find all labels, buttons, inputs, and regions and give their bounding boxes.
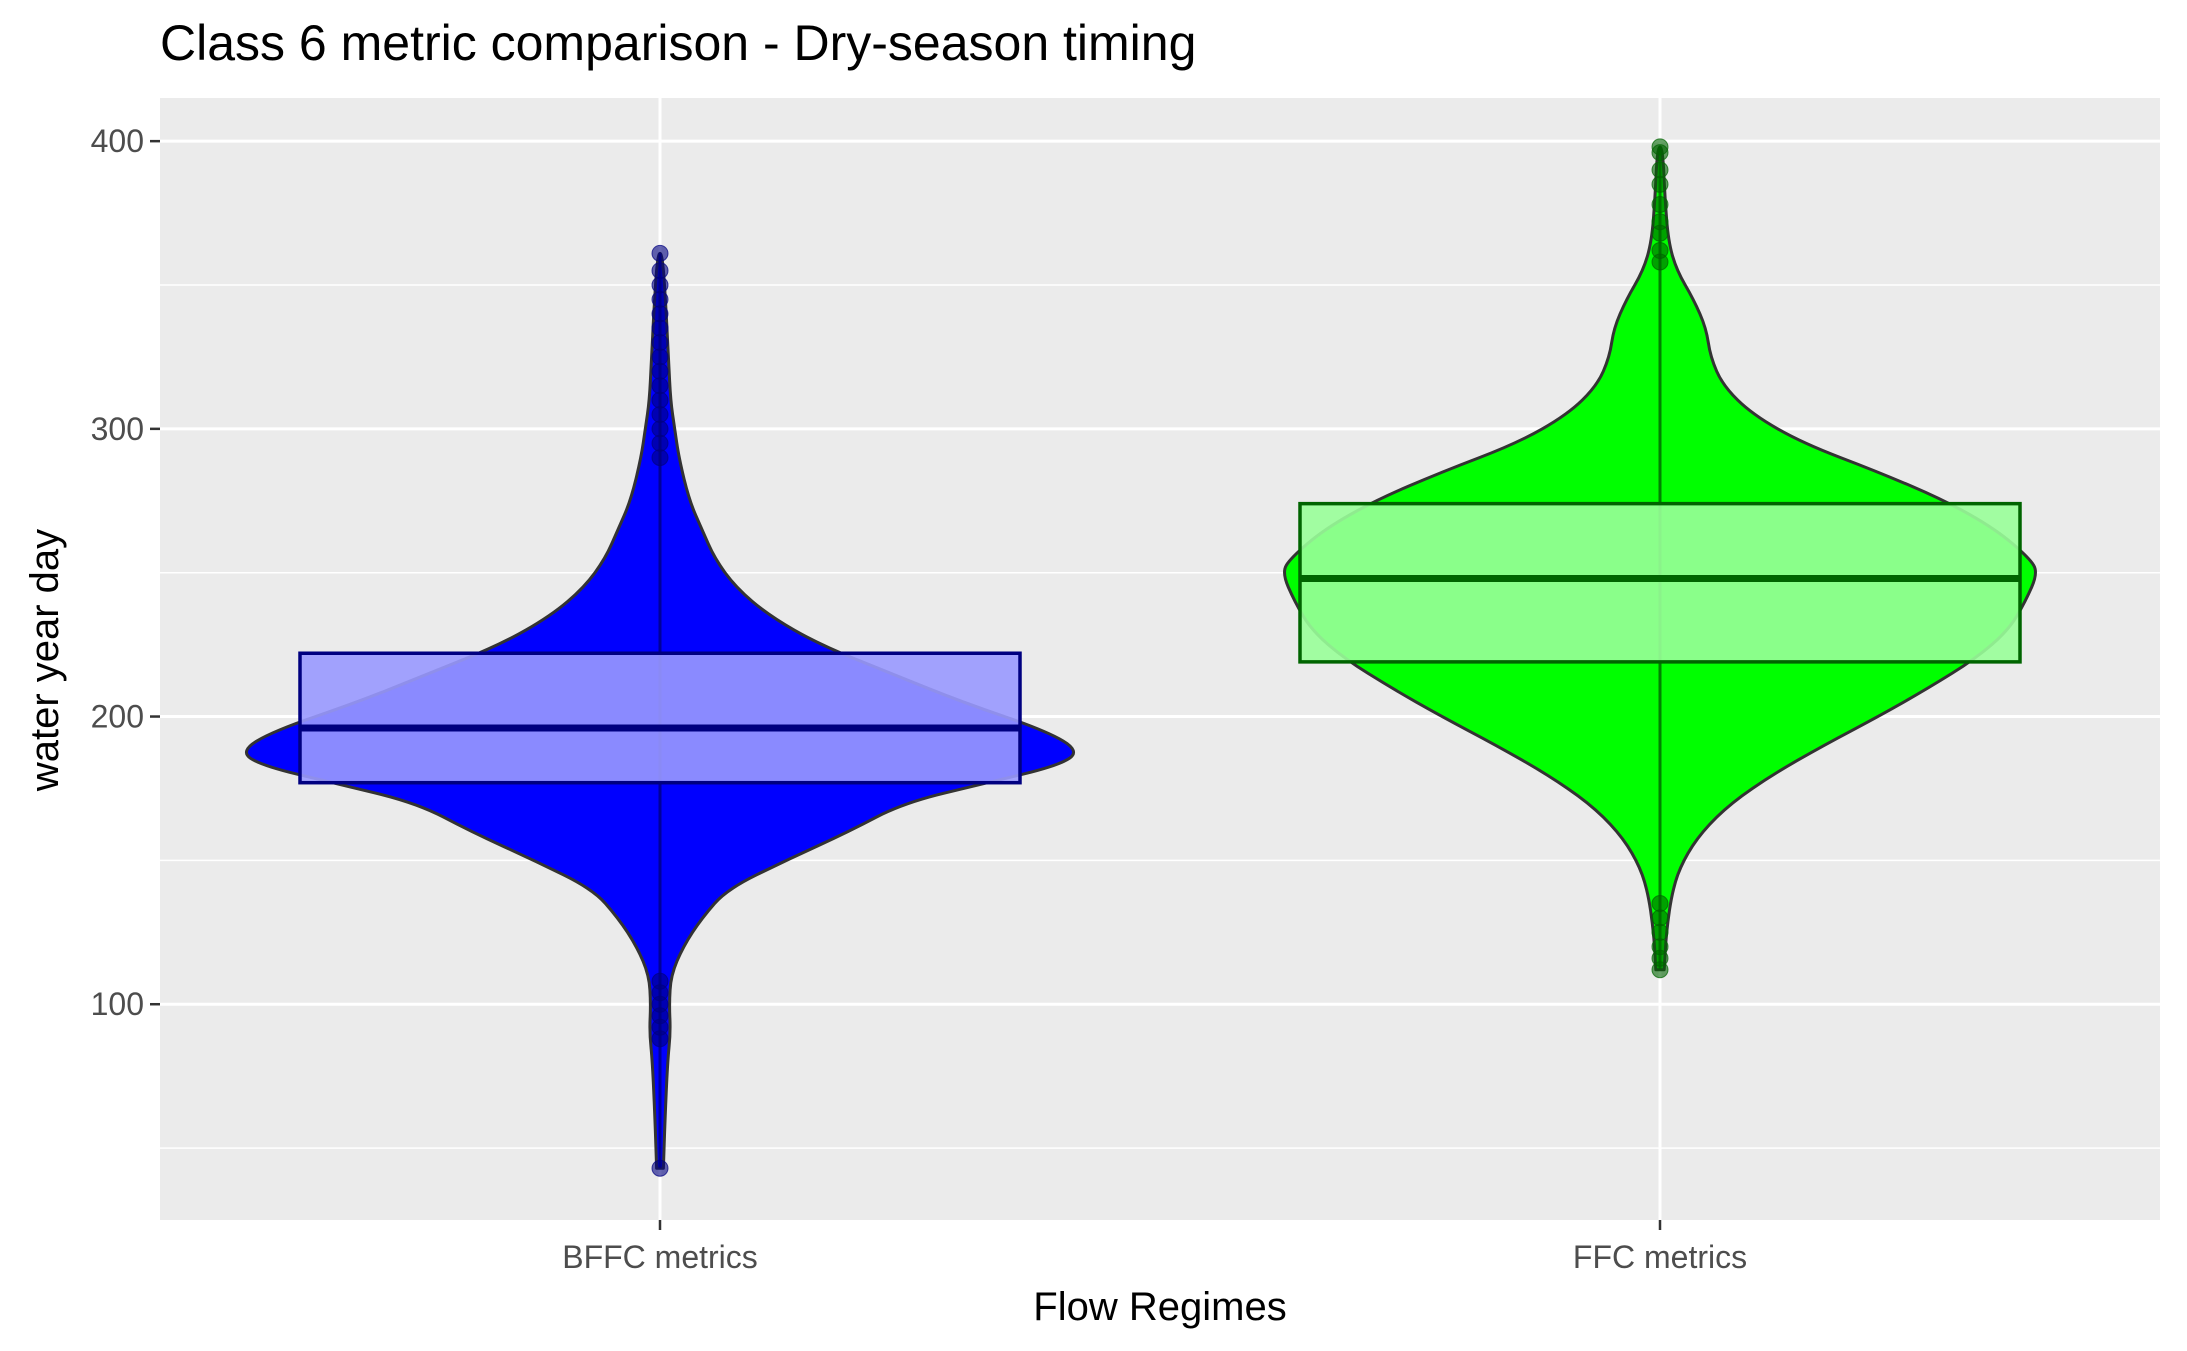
- outlier-point: [651, 348, 669, 366]
- outlier-point: [1651, 195, 1669, 213]
- box: [298, 651, 1022, 785]
- outlier-point: [651, 262, 669, 280]
- outlier-point: [651, 391, 669, 409]
- outlier-point: [1651, 241, 1669, 259]
- box: [1298, 501, 2022, 664]
- x-tick-label: BFFC metrics: [562, 1239, 758, 1275]
- chart-title: Class 6 metric comparison - Dry-season t…: [160, 15, 1196, 71]
- outlier-point: [651, 244, 669, 262]
- outlier-point: [651, 1159, 669, 1177]
- outlier-point: [651, 334, 669, 352]
- outlier-point: [651, 362, 669, 380]
- outlier-point: [1651, 175, 1669, 193]
- outlier-point: [651, 434, 669, 452]
- outlier-point: [1651, 938, 1669, 956]
- outlier-point: [651, 305, 669, 323]
- outlier-point: [651, 449, 669, 467]
- y-tick-label: 200: [91, 699, 144, 735]
- outlier-point: [1651, 895, 1669, 913]
- outlier-point: [1651, 213, 1669, 231]
- outlier-point: [651, 972, 669, 990]
- x-axis-title: Flow Regimes: [1033, 1285, 1286, 1329]
- outlier-point: [651, 290, 669, 308]
- axes: 100 200 300 400 BFFC metrics FFC metrics: [91, 123, 1747, 1275]
- violin-group: [1283, 138, 2037, 979]
- outlier-point: [1651, 138, 1669, 156]
- violin-group: [244, 244, 1076, 1177]
- outlier-point: [651, 377, 669, 395]
- outlier-point: [651, 405, 669, 423]
- outlier-point: [651, 420, 669, 438]
- x-tick-label: FFC metrics: [1573, 1239, 1747, 1275]
- y-tick-label: 100: [91, 986, 144, 1022]
- outlier-point: [1651, 161, 1669, 179]
- y-axis-title: water year day: [23, 529, 67, 792]
- y-tick-label: 300: [91, 411, 144, 447]
- outlier-point: [651, 319, 669, 337]
- outlier-point: [1651, 909, 1669, 927]
- y-tick-label: 400: [91, 123, 144, 159]
- violins: [244, 138, 2037, 1177]
- outlier-point: [651, 276, 669, 294]
- outlier-point: [1651, 923, 1669, 941]
